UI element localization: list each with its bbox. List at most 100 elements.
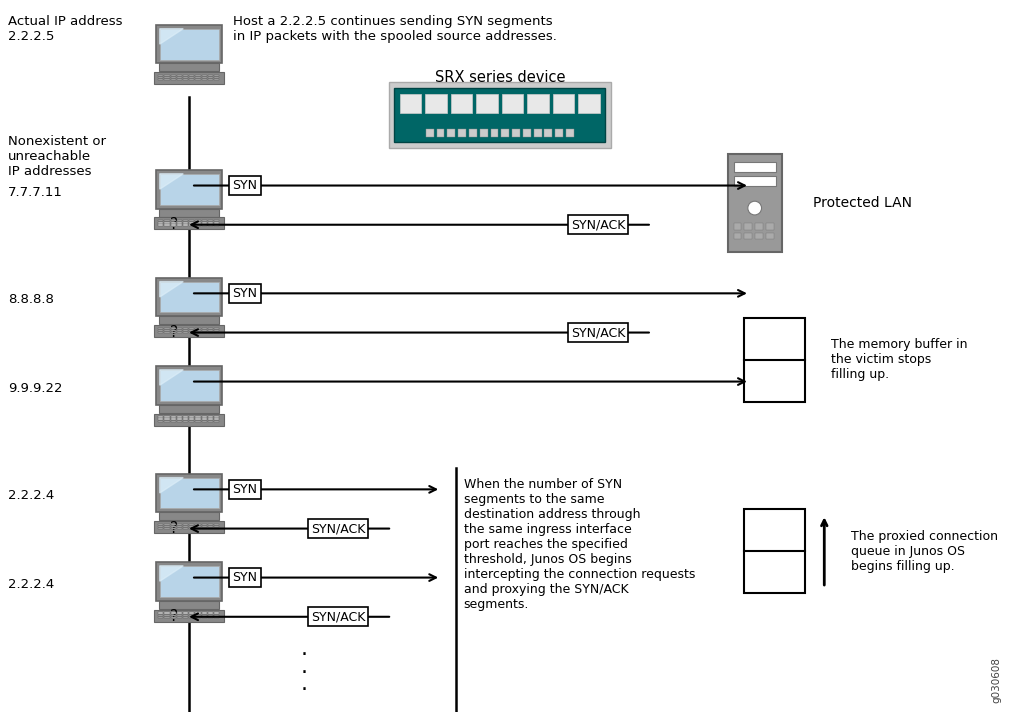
Text: SRX series device: SRX series device xyxy=(434,70,565,86)
Bar xyxy=(744,319,805,402)
Bar xyxy=(214,79,219,81)
Text: Protected LAN: Protected LAN xyxy=(814,196,913,210)
Bar xyxy=(214,222,219,224)
Bar xyxy=(159,405,219,413)
Text: ?: ? xyxy=(170,217,177,232)
Bar xyxy=(183,418,188,420)
Bar xyxy=(183,528,188,529)
Bar xyxy=(501,129,509,137)
Polygon shape xyxy=(159,566,183,581)
Bar xyxy=(208,524,213,526)
Bar xyxy=(755,232,764,239)
Bar xyxy=(208,222,213,224)
Bar xyxy=(171,418,176,420)
Bar xyxy=(196,75,201,76)
Bar xyxy=(214,526,219,527)
Bar xyxy=(154,73,224,84)
Bar xyxy=(426,129,433,137)
Bar xyxy=(183,75,188,76)
Bar xyxy=(177,224,182,226)
Bar xyxy=(158,330,164,331)
Polygon shape xyxy=(159,282,183,297)
Bar xyxy=(165,526,170,527)
FancyBboxPatch shape xyxy=(155,366,222,405)
Text: The proxied connection
queue in Junos OS
begins filling up.: The proxied connection queue in Junos OS… xyxy=(851,530,998,572)
Bar xyxy=(171,224,176,226)
Bar xyxy=(158,416,164,418)
Bar xyxy=(734,162,776,172)
Bar xyxy=(196,418,201,420)
Text: Host a 2.2.2.5 continues sending SYN segments
in IP packets with the spooled sou: Host a 2.2.2.5 continues sending SYN seg… xyxy=(234,15,557,43)
Text: ?: ? xyxy=(170,609,177,624)
FancyBboxPatch shape xyxy=(155,170,222,209)
Bar xyxy=(744,232,752,239)
Bar xyxy=(202,75,207,76)
Bar xyxy=(165,75,170,76)
Bar xyxy=(523,129,531,137)
Text: Nonexistent or
unreachable
IP addresses: Nonexistent or unreachable IP addresses xyxy=(8,134,106,178)
Bar xyxy=(183,526,188,527)
Text: 9.9.9.22: 9.9.9.22 xyxy=(8,382,63,395)
Bar xyxy=(177,79,182,81)
Bar xyxy=(202,224,207,226)
Bar xyxy=(165,330,170,331)
Bar xyxy=(208,224,213,226)
Bar xyxy=(159,566,218,597)
Bar xyxy=(165,528,170,529)
Bar xyxy=(158,528,164,529)
Bar xyxy=(196,222,201,224)
Text: SYN: SYN xyxy=(233,179,257,192)
Text: SYN/ACK: SYN/ACK xyxy=(571,326,625,339)
Bar xyxy=(202,418,207,420)
Text: ?: ? xyxy=(170,325,177,340)
Polygon shape xyxy=(159,29,183,44)
Bar xyxy=(177,528,182,529)
Polygon shape xyxy=(159,174,183,189)
Bar xyxy=(214,224,219,226)
Bar xyxy=(534,129,541,137)
Text: SYN/ACK: SYN/ACK xyxy=(571,219,625,232)
Bar xyxy=(183,332,188,334)
Bar xyxy=(476,94,498,114)
Bar xyxy=(214,330,219,331)
Bar xyxy=(158,524,164,526)
Bar xyxy=(159,513,219,521)
Bar xyxy=(177,416,182,418)
Text: 2.2.2.4: 2.2.2.4 xyxy=(8,490,55,503)
Text: SYN: SYN xyxy=(233,483,257,496)
Bar xyxy=(171,617,176,618)
Polygon shape xyxy=(159,370,183,385)
Bar xyxy=(202,79,207,81)
Bar xyxy=(766,223,774,229)
Bar xyxy=(189,524,194,526)
Bar xyxy=(744,223,752,229)
Bar xyxy=(158,418,164,420)
Bar xyxy=(566,129,574,137)
Bar xyxy=(208,75,213,76)
Bar xyxy=(578,94,600,114)
Bar xyxy=(158,332,164,334)
Bar xyxy=(171,526,176,527)
Bar xyxy=(202,222,207,224)
Bar xyxy=(189,528,194,529)
Bar xyxy=(458,129,466,137)
Bar xyxy=(158,222,164,224)
Text: .: . xyxy=(300,639,308,659)
Bar xyxy=(208,526,213,527)
Bar xyxy=(214,418,219,420)
Bar xyxy=(208,330,213,331)
Bar xyxy=(159,316,219,324)
Bar xyxy=(208,79,213,81)
Bar xyxy=(202,617,207,618)
Bar xyxy=(196,332,201,334)
Bar xyxy=(154,413,224,426)
FancyBboxPatch shape xyxy=(155,278,222,316)
Bar xyxy=(196,79,201,81)
Text: When the number of SYN
segments to the same
destination address through
the same: When the number of SYN segments to the s… xyxy=(464,477,695,610)
Bar xyxy=(734,223,742,229)
Bar xyxy=(177,222,182,224)
Bar xyxy=(158,75,164,76)
Bar xyxy=(480,129,488,137)
Bar xyxy=(208,416,213,418)
Bar xyxy=(189,418,194,420)
